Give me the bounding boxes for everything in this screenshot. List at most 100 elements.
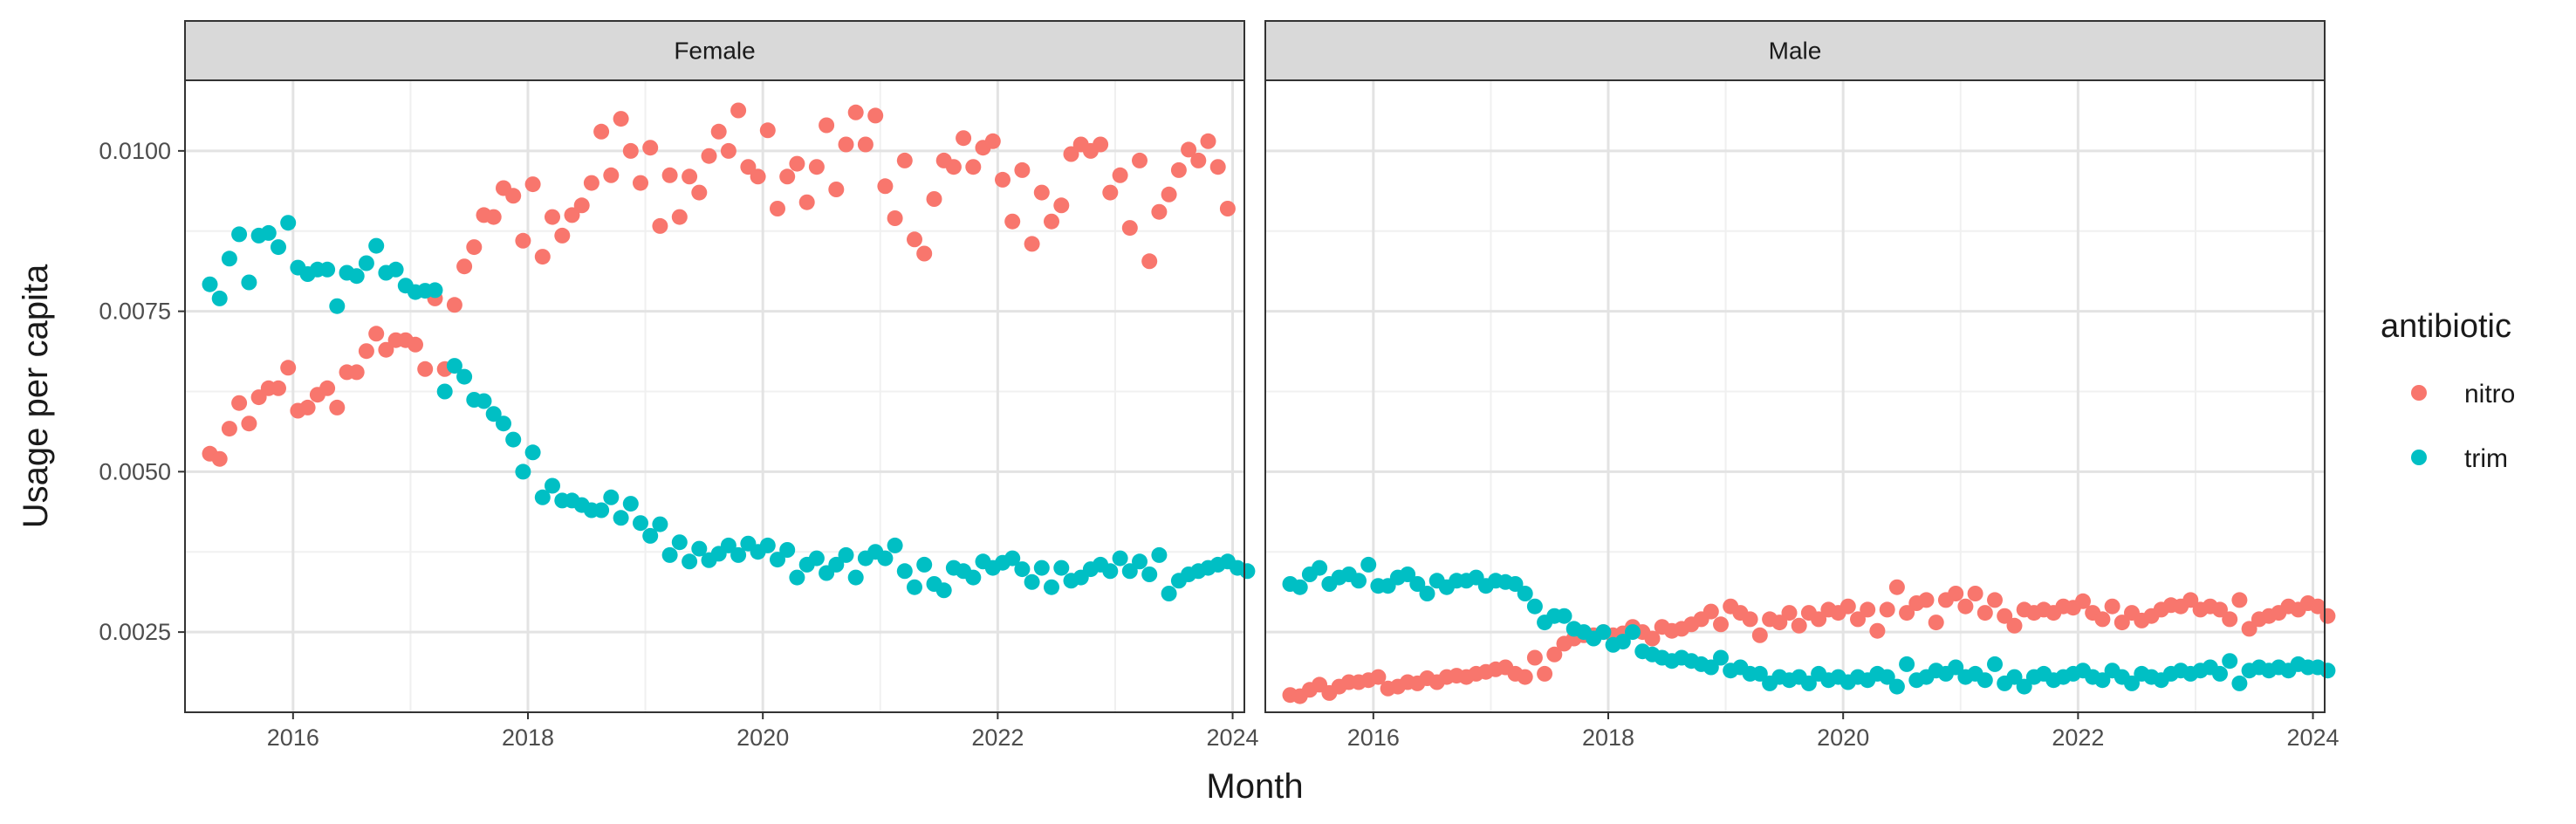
data-point-nitro bbox=[1850, 611, 1866, 628]
data-point-nitro bbox=[211, 450, 228, 467]
data-point-trim bbox=[358, 255, 374, 271]
data-point-nitro bbox=[1093, 136, 1109, 153]
data-point-nitro bbox=[1751, 627, 1768, 643]
data-point-trim bbox=[1702, 659, 1719, 676]
data-point-nitro bbox=[965, 159, 982, 175]
data-point-nitro bbox=[1063, 146, 1079, 162]
data-point-nitro bbox=[1161, 186, 1177, 203]
data-point-nitro bbox=[231, 395, 248, 411]
data-point-nitro bbox=[573, 197, 590, 214]
data-point-nitro bbox=[1879, 601, 1895, 618]
data-point-trim bbox=[1526, 598, 1543, 615]
data-point-trim bbox=[847, 569, 864, 586]
legend: antibiotic nitro trim bbox=[2381, 308, 2515, 473]
data-point-trim bbox=[387, 261, 404, 278]
data-point-nitro bbox=[633, 175, 648, 191]
grid-male bbox=[1265, 80, 2325, 712]
panel-border-female bbox=[184, 79, 1245, 713]
data-point-nitro bbox=[828, 182, 845, 197]
data-point-nitro bbox=[661, 167, 678, 183]
data-point-nitro bbox=[887, 210, 903, 226]
data-point-trim bbox=[545, 477, 560, 494]
data-point-trim bbox=[496, 415, 511, 432]
data-point-nitro bbox=[1370, 669, 1387, 685]
data-point-trim bbox=[534, 489, 551, 505]
data-point-nitro bbox=[1170, 161, 1187, 178]
legend-label-nitro: nitro bbox=[2464, 380, 2515, 409]
data-point-nitro bbox=[1141, 253, 1158, 270]
data-point-nitro bbox=[1781, 605, 1798, 621]
data-point-trim bbox=[691, 540, 708, 557]
data-point-nitro bbox=[1957, 598, 1974, 615]
x-tick-label: 2020 bbox=[1817, 724, 1869, 751]
data-point-trim bbox=[1102, 563, 1119, 580]
data-point-trim bbox=[652, 516, 668, 532]
data-point-trim bbox=[2124, 675, 2140, 691]
data-point-trim bbox=[241, 274, 257, 291]
data-point-nitro bbox=[1526, 649, 1543, 666]
data-point-nitro bbox=[1860, 601, 1876, 618]
data-point-nitro bbox=[2094, 611, 2111, 628]
data-point-trim bbox=[642, 527, 659, 544]
data-point-trim bbox=[828, 556, 845, 573]
data-point-nitro bbox=[956, 130, 972, 147]
data-point-trim bbox=[1713, 649, 1729, 666]
data-point-trim bbox=[1239, 563, 1256, 580]
data-point-nitro bbox=[1200, 133, 1216, 149]
facet-strip-female bbox=[184, 20, 1245, 81]
x-tick-label: 2016 bbox=[1347, 724, 1400, 751]
data-point-trim bbox=[759, 537, 776, 553]
data-point-trim bbox=[730, 546, 747, 563]
data-point-trim bbox=[838, 546, 854, 563]
data-point-nitro bbox=[603, 167, 620, 183]
data-point-nitro bbox=[1181, 141, 1197, 158]
data-point-trim bbox=[896, 563, 913, 580]
data-point-nitro bbox=[583, 175, 599, 191]
data-point-nitro bbox=[1987, 592, 2003, 608]
data-point-trim bbox=[524, 444, 541, 461]
data-point-nitro bbox=[838, 136, 854, 153]
data-point-trim bbox=[1004, 550, 1021, 566]
x-axis-title: Month bbox=[1206, 767, 1303, 806]
data-point-trim bbox=[515, 464, 531, 480]
data-point-nitro bbox=[701, 148, 717, 164]
data-point-nitro bbox=[1132, 152, 1148, 168]
data-point-nitro bbox=[896, 152, 913, 168]
data-point-trim bbox=[1987, 656, 2003, 672]
data-point-nitro bbox=[545, 209, 560, 225]
x-tick-label: 2016 bbox=[267, 724, 319, 751]
legend-item-nitro: nitro bbox=[2411, 380, 2515, 409]
data-point-trim bbox=[1614, 634, 1631, 650]
facet-panel-female: Female 2016 2018 2020 2022 2024 bbox=[184, 20, 1259, 751]
data-point-nitro bbox=[642, 140, 659, 156]
data-point-trim bbox=[1595, 624, 1612, 641]
y-axis: 0.0025 0.0050 0.0075 0.0100 bbox=[99, 138, 185, 645]
data-point-trim bbox=[1053, 560, 1070, 576]
data-point-nitro bbox=[1209, 159, 1226, 175]
data-point-nitro bbox=[1840, 598, 1856, 615]
data-point-nitro bbox=[1014, 161, 1031, 178]
data-point-nitro bbox=[730, 102, 747, 119]
data-point-nitro bbox=[1121, 220, 1138, 237]
data-point-trim bbox=[1312, 560, 1328, 576]
data-point-nitro bbox=[1053, 197, 1070, 214]
data-point-nitro bbox=[456, 258, 473, 275]
x-tick-label: 2022 bbox=[971, 724, 1024, 751]
data-point-nitro bbox=[984, 133, 1001, 149]
grid-female bbox=[185, 80, 1244, 712]
data-point-trim bbox=[348, 268, 365, 285]
data-point-trim bbox=[1507, 576, 1524, 592]
data-point-trim bbox=[280, 215, 297, 231]
data-point-nitro bbox=[1219, 201, 1236, 216]
data-point-trim bbox=[1024, 573, 1040, 590]
data-point-nitro bbox=[1948, 586, 1964, 601]
data-point-nitro bbox=[926, 191, 942, 207]
data-point-nitro bbox=[1771, 615, 1788, 631]
data-point-nitro bbox=[1102, 184, 1119, 201]
data-point-nitro bbox=[995, 171, 1011, 188]
panel-background bbox=[185, 80, 1244, 712]
data-point-nitro bbox=[2182, 592, 2199, 608]
data-point-nitro bbox=[319, 380, 336, 396]
data-point-trim bbox=[877, 550, 894, 566]
data-point-nitro bbox=[1546, 646, 1563, 663]
